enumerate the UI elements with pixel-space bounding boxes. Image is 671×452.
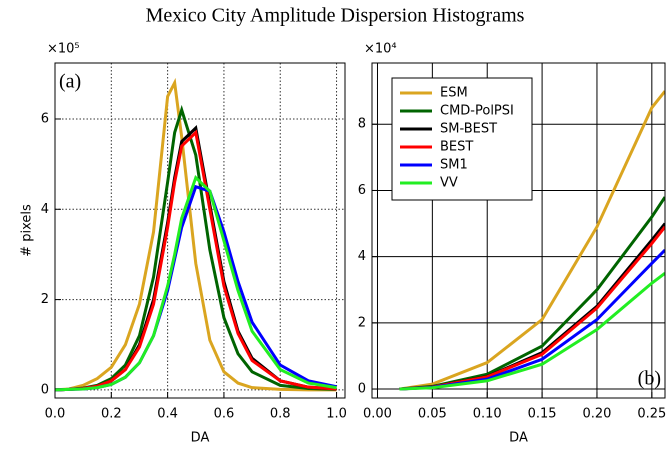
y-tick-label: 2 [358, 315, 366, 330]
series-line [399, 90, 665, 391]
x-tick-label: 0.6 [214, 407, 235, 422]
y-tick-label: 4 [358, 249, 366, 264]
x-tick-label: 0.25 [637, 407, 666, 422]
x-axis-label: DA [509, 431, 528, 446]
plot-frame [371, 62, 666, 399]
panel-label: (a) [59, 71, 81, 93]
plot-frame [54, 62, 346, 399]
x-axis-label: DA [191, 431, 210, 446]
x-tick-label: 0.2 [101, 407, 122, 422]
legend-box [391, 77, 533, 201]
x-tick-label: 1.0 [326, 407, 347, 422]
y-tick-label: 2 [41, 292, 49, 307]
x-tick-label: 0.20 [582, 407, 611, 422]
y-axis-label: # pixels [20, 204, 35, 257]
y-tick-label: 0 [358, 382, 366, 397]
series-line [55, 77, 337, 392]
chart-title: Mexico City Amplitude Dispersion Histogr… [146, 5, 525, 27]
x-tick-label: 0.8 [270, 407, 291, 422]
x-tick-label: 0.4 [157, 407, 178, 422]
series-line [399, 272, 665, 391]
y-tick-label: 0 [41, 382, 49, 397]
y-multiplier: ×10⁵ [47, 42, 80, 57]
legend-label: VV [440, 176, 458, 191]
y-tick-label: 6 [358, 183, 366, 198]
x-tick-label: 0.10 [473, 407, 502, 422]
series-line [399, 196, 665, 391]
x-tick-label: 0.15 [528, 407, 557, 422]
legend-label: BEST [440, 140, 473, 155]
y-tick-label: 6 [41, 111, 49, 126]
y-multiplier: ×10⁴ [364, 42, 397, 57]
series-line [55, 184, 337, 392]
y-tick-label: 8 [358, 117, 366, 132]
legend-label: SM-BEST [440, 122, 497, 137]
legend-label: ESM [440, 86, 468, 101]
x-tick-label: 0.00 [363, 407, 392, 422]
y-tick-label: 4 [41, 202, 49, 217]
series-line [55, 174, 337, 392]
legend-label: CMD-PolPSI [440, 104, 514, 119]
x-tick-label: 0.0 [45, 407, 66, 422]
panel-label: (b) [638, 368, 661, 390]
legend-label: SM1 [440, 158, 468, 173]
x-tick-label: 0.05 [418, 407, 447, 422]
